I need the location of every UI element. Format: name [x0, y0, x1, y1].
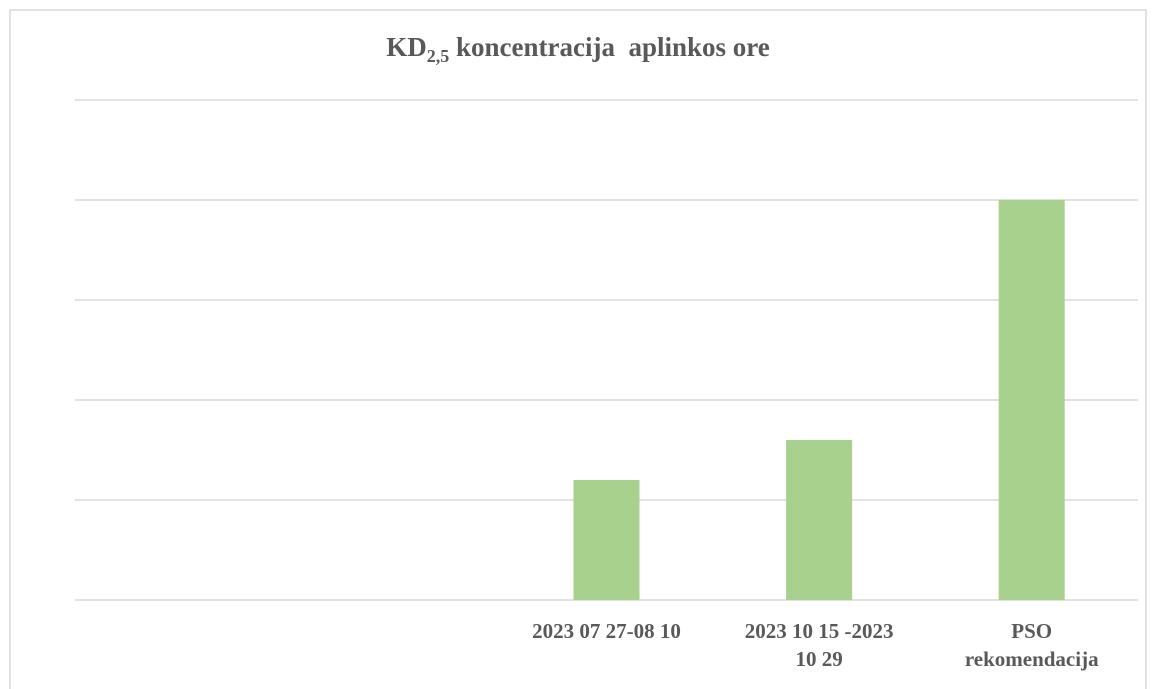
x-tick-label-line: 10 29	[795, 647, 842, 671]
x-tick-label-line: PSO	[1011, 619, 1052, 643]
bar	[786, 440, 853, 600]
title-main: KD	[386, 32, 427, 62]
x-tick-label: 2023 10 15 -2023 10 29	[745, 619, 894, 671]
x-tick-label: 2023 07 27-08 10	[532, 619, 681, 643]
x-tick-label-line: rekomendacija	[965, 647, 1099, 671]
bar	[998, 200, 1065, 600]
chart-title: KD2,5 koncentracija aplinkos ore	[386, 32, 770, 66]
title-subscript: 2,5	[427, 46, 450, 66]
bar	[573, 480, 640, 600]
x-tick-label: PSO rekomendacija	[965, 619, 1099, 671]
x-tick-label-line: 2023 10 15 -2023	[745, 619, 894, 643]
title-rest: koncentracija aplinkos ore	[449, 32, 770, 62]
